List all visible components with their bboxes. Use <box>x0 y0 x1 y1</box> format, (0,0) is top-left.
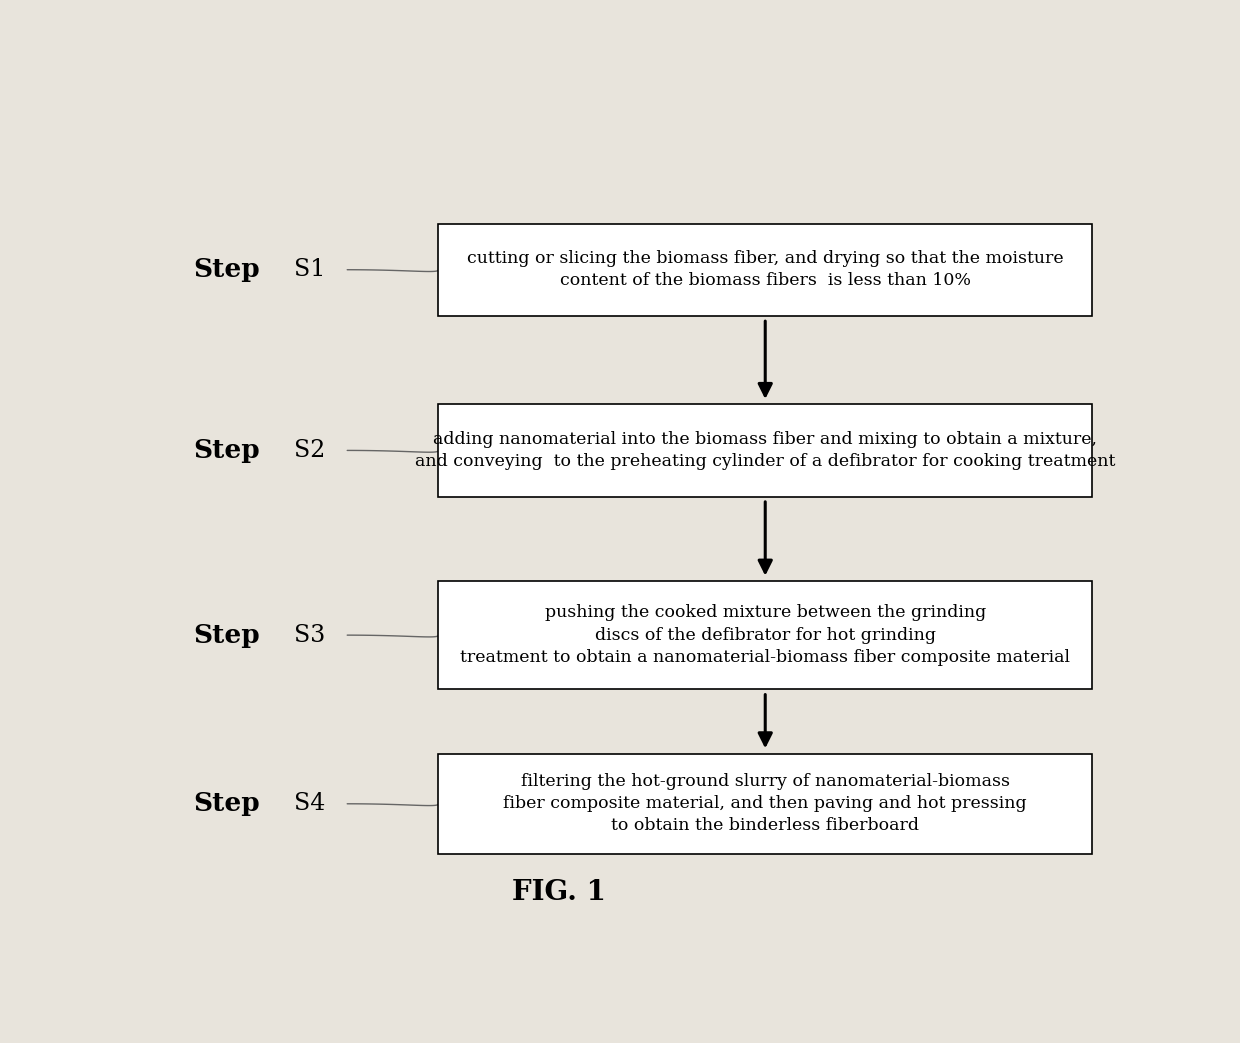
Text: cutting or slicing the biomass fiber, and drying so that the moisture
content of: cutting or slicing the biomass fiber, an… <box>467 250 1064 289</box>
Text: FIG. 1: FIG. 1 <box>512 878 605 905</box>
Text: adding nanomaterial into the biomass fiber and mixing to obtain a mixture,
and c: adding nanomaterial into the biomass fib… <box>415 431 1116 470</box>
Text: Step: Step <box>193 623 260 648</box>
Text: S1: S1 <box>294 259 326 282</box>
Text: Step: Step <box>193 438 260 463</box>
Text: filtering the hot-ground slurry of nanomaterial-biomass
fiber composite material: filtering the hot-ground slurry of nanom… <box>503 773 1027 834</box>
Bar <box>439 581 1092 689</box>
Bar <box>439 223 1092 316</box>
Text: S4: S4 <box>294 793 326 816</box>
Text: Step: Step <box>193 258 260 283</box>
Bar <box>439 405 1092 496</box>
Text: S3: S3 <box>294 624 326 647</box>
Text: Step: Step <box>193 792 260 817</box>
Bar <box>439 754 1092 854</box>
Text: pushing the cooked mixture between the grinding
discs of the defibrator for hot : pushing the cooked mixture between the g… <box>460 605 1070 665</box>
Text: S2: S2 <box>294 439 326 462</box>
